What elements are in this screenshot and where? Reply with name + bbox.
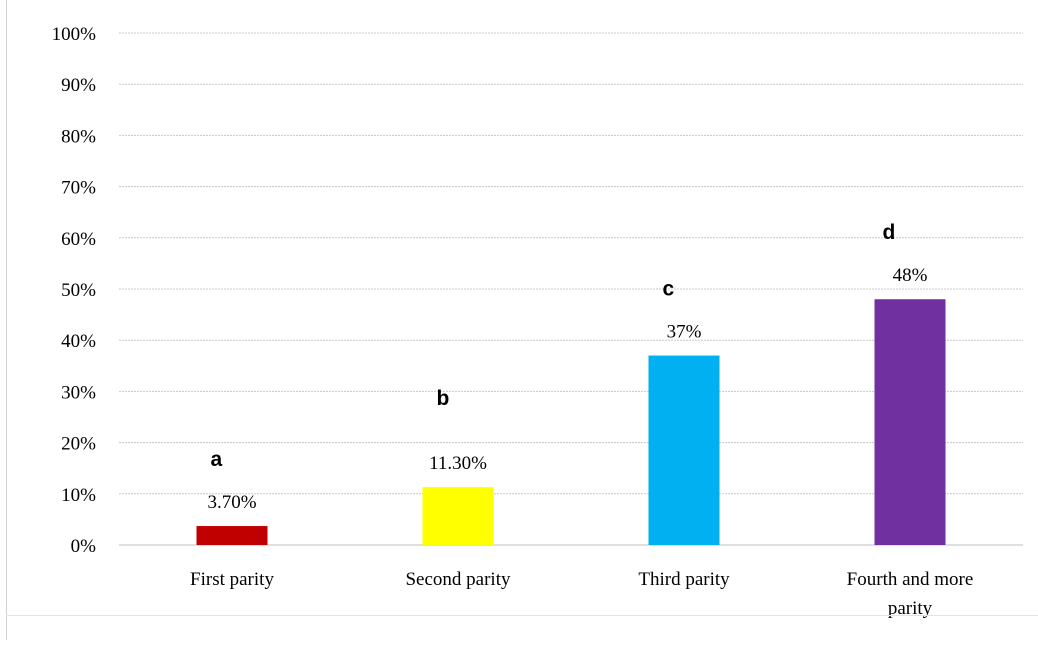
group-letter-b: b [437, 387, 450, 410]
bar-4 [874, 299, 946, 545]
bar-1 [196, 526, 268, 545]
frame-left-border [6, 0, 7, 640]
data-label-4: 48% [893, 265, 928, 286]
data-label-1: 3.70% [207, 492, 256, 513]
bar-labels: 3.70% a 11.30% b 37% c 48% d [207, 221, 927, 513]
group-letter-a: a [211, 448, 223, 471]
x-axis-categories: First parity Second parity Third parity Fou… [190, 569, 973, 619]
group-letter-c: c [663, 278, 675, 301]
group-letter-d: d [883, 221, 896, 244]
y-tick-label: 60% [61, 229, 96, 250]
y-tick-label: 40% [61, 331, 96, 352]
x-category-label: Third parity [638, 569, 730, 590]
y-tick-label: 90% [61, 75, 96, 96]
y-tick-label: 20% [61, 434, 96, 455]
x-category-label: First parity [190, 569, 274, 590]
x-category-label: Fourth and more [847, 569, 974, 590]
gridlines [119, 32, 1023, 546]
frame-bottom-border [6, 615, 1038, 616]
x-category-label: Second parity [405, 569, 511, 590]
y-tick-label: 0% [71, 536, 97, 557]
data-label-2: 11.30% [429, 453, 487, 474]
data-label-3: 37% [667, 322, 702, 343]
y-tick-label: 100% [52, 24, 97, 45]
bars [196, 299, 946, 545]
bar-2 [422, 487, 494, 545]
y-tick-label: 10% [61, 485, 96, 506]
bar-3 [648, 355, 720, 545]
y-tick-label: 50% [61, 280, 96, 301]
x-category-label: parity [888, 598, 933, 619]
y-tick-label: 70% [61, 178, 96, 199]
y-tick-label: 80% [61, 126, 96, 147]
y-axis-ticks: 0% 10% 20% 30% 40% 50% 60% 70% 80% 90% 100% [52, 24, 97, 557]
y-tick-label: 30% [61, 382, 96, 403]
